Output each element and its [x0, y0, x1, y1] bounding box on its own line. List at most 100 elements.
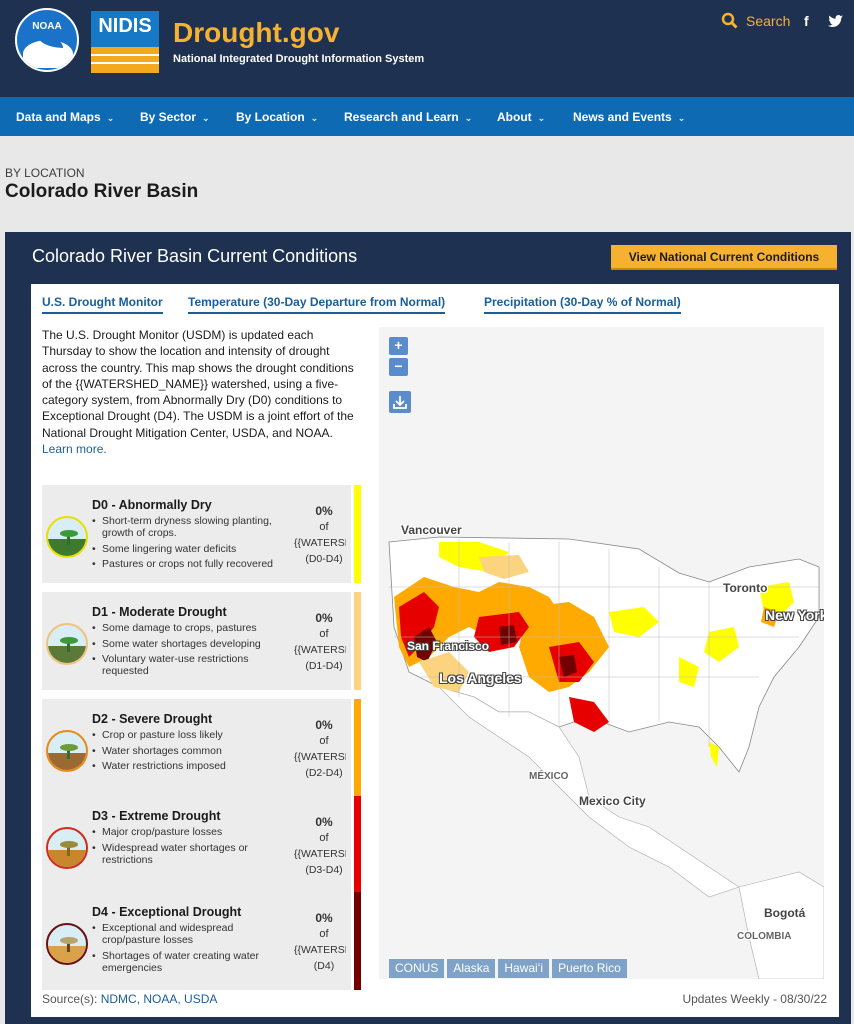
category-percent: 0% — [315, 911, 333, 925]
nidis-logo-band — [91, 47, 159, 73]
zoom-out-button[interactable]: − — [389, 358, 408, 376]
nav-item-label: Data and Maps — [16, 110, 101, 124]
drought-area-d4 — [559, 655, 577, 677]
view-national-conditions-button[interactable]: View National Current Conditions — [611, 245, 837, 270]
drought-map[interactable]: + − Vancouver Toronto New York San Franc… — [379, 327, 824, 979]
category-bullet: Widespread water shortages or restrictio… — [92, 842, 292, 866]
category-watershed: {{WATERSHED_NAME}} — [294, 751, 346, 763]
drought-area-d1 — [479, 555, 529, 579]
chevron-down-icon: ⌄ — [202, 113, 210, 123]
map-label-mexico: MÉXICO — [529, 771, 569, 782]
learn-more-link[interactable]: Learn more. — [42, 442, 107, 457]
noaa-logo-text: NOAA — [32, 21, 62, 32]
noaa-logo[interactable]: NOAA — [15, 8, 79, 72]
category-title: D4 - Exceptional Drought — [92, 905, 242, 919]
category-bullets: Exceptional and widespread crop/pasture … — [92, 922, 292, 977]
map-label-mexico-city: Mexico City — [579, 794, 646, 808]
map-label-new-york: New York — [765, 607, 824, 623]
nidis-logo[interactable]: NIDIS — [91, 11, 159, 73]
tab-temperature[interactable]: Temperature (30-Day Departure from Norma… — [188, 295, 446, 314]
drought-area-d0 — [679, 657, 699, 687]
leaf-shape — [60, 637, 78, 644]
search-button[interactable]: Search — [721, 12, 790, 29]
category-title: D3 - Extreme Drought — [92, 809, 221, 823]
source-links[interactable]: NDMC, NOAA, USDA — [100, 992, 218, 1006]
drought-area-d0 — [709, 742, 719, 767]
zoom-in-button[interactable]: + — [389, 337, 408, 355]
nav-item-data-and-maps[interactable]: Data and Maps ⌄ — [16, 110, 114, 124]
map-source: Source(s): NDMC, NOAA, USDA — [42, 992, 217, 1006]
twitter-icon[interactable] — [828, 15, 843, 28]
chevron-down-icon: ⌄ — [106, 113, 115, 123]
nidis-logo-stripe — [91, 54, 159, 56]
category-title: D0 - Abnormally Dry — [92, 498, 212, 512]
drought-area-d4 — [414, 627, 437, 662]
map-label-bogota: Bogotá — [764, 906, 806, 920]
nidis-logo-text: NIDIS — [98, 15, 152, 37]
category-bullet: Water restrictions imposed — [92, 760, 292, 772]
stem-shape — [67, 533, 70, 545]
drought-area-d3 — [399, 592, 439, 657]
category-color-bar — [354, 485, 361, 583]
tab-precipitation[interactable]: Precipitation (30-Day % of Normal) — [484, 295, 681, 314]
category-of: of — [319, 735, 329, 747]
category-bullets: Short-term dryness slowing planting, gro… — [92, 515, 292, 574]
drought-area-d0 — [704, 627, 739, 662]
ground-shape — [48, 753, 86, 770]
plant-icon — [46, 827, 88, 869]
category-range: (D2-D4) — [305, 767, 343, 779]
page-title: Colorado River Basin — [5, 181, 199, 202]
category-of: of — [319, 928, 329, 940]
tab-drought-monitor[interactable]: U.S. Drought Monitor — [42, 295, 163, 314]
nav-item-by-sector[interactable]: By Sector ⌄ — [140, 110, 210, 124]
nav-item-research-and-learn[interactable]: Research and Learn ⌄ — [344, 110, 472, 124]
category-bullets: Some damage to crops, pastures Some wate… — [92, 622, 292, 681]
category-range: (D3-D4) — [305, 864, 343, 876]
category-bullet: Voluntary water-use restrictions request… — [92, 653, 292, 677]
site-brand[interactable]: Drought.gov — [173, 17, 340, 48]
category-bullet: Some water shortages developing — [92, 638, 292, 650]
category-title: D1 - Moderate Drought — [92, 605, 227, 619]
region-button-conus[interactable]: CONUS — [389, 959, 445, 978]
site-tagline: National Integrated Drought Information … — [173, 53, 425, 65]
conditions-card: U.S. Drought Monitor Temperature (30-Day… — [31, 284, 839, 1017]
plant-icon — [46, 516, 88, 558]
download-button[interactable] — [389, 391, 411, 413]
region-button-puerto-rico[interactable]: Puerto Rico — [552, 959, 627, 978]
region-button-alaska[interactable]: Alaska — [447, 959, 496, 978]
category-percent: 0% — [315, 611, 333, 625]
search-label: Search — [746, 12, 791, 29]
category-color-bar — [354, 699, 361, 797]
category-bullet: Some lingering water deficits — [92, 543, 292, 555]
category-bullet: Shortages of water creating water emerge… — [92, 950, 292, 974]
category-d0: D0 - Abnormally Dry Short-term dryness s… — [42, 485, 361, 583]
category-bullet: Major crop/pasture losses — [92, 826, 292, 838]
chevron-down-icon: ⌄ — [537, 113, 546, 123]
map-label-los-angeles: Los Angeles — [439, 670, 522, 686]
category-of: of — [319, 521, 329, 533]
facebook-icon[interactable]: f — [804, 13, 809, 29]
category-range: (D4) — [313, 960, 335, 972]
plant-icon — [46, 730, 88, 772]
usdm-description-text: The U.S. Drought Monitor (USDM) is updat… — [42, 328, 354, 440]
nav-item-news-and-events[interactable]: News and Events ⌄ — [573, 110, 685, 124]
category-bullet: Some damage to crops, pastures — [92, 622, 292, 634]
ground-shape — [48, 850, 86, 867]
category-color-bar — [354, 796, 361, 894]
usdm-description: The U.S. Drought Monitor (USDM) is updat… — [42, 327, 360, 457]
category-percent: 0% — [315, 718, 333, 732]
ground-shape — [48, 646, 86, 663]
breadcrumb[interactable]: BY LOCATION — [5, 166, 85, 180]
download-icon — [393, 396, 407, 409]
nav-item-by-location[interactable]: By Location ⌄ — [236, 110, 318, 124]
drought-area-d1 — [419, 652, 469, 692]
category-title: D2 - Severe Drought — [92, 712, 213, 726]
chevron-down-icon: ⌄ — [464, 113, 473, 123]
stem-shape — [67, 940, 70, 952]
south-america-outline — [738, 871, 824, 979]
nav-item-about[interactable]: About ⌄ — [497, 110, 545, 124]
map-label-san-francisco: San Francisco — [407, 639, 490, 653]
category-watershed: {{WATERSHED_NAME}} — [294, 944, 346, 956]
region-button-hawaii[interactable]: Hawaiʻi — [498, 959, 550, 978]
category-d2: D2 - Severe Drought Crop or pasture loss… — [42, 699, 361, 797]
